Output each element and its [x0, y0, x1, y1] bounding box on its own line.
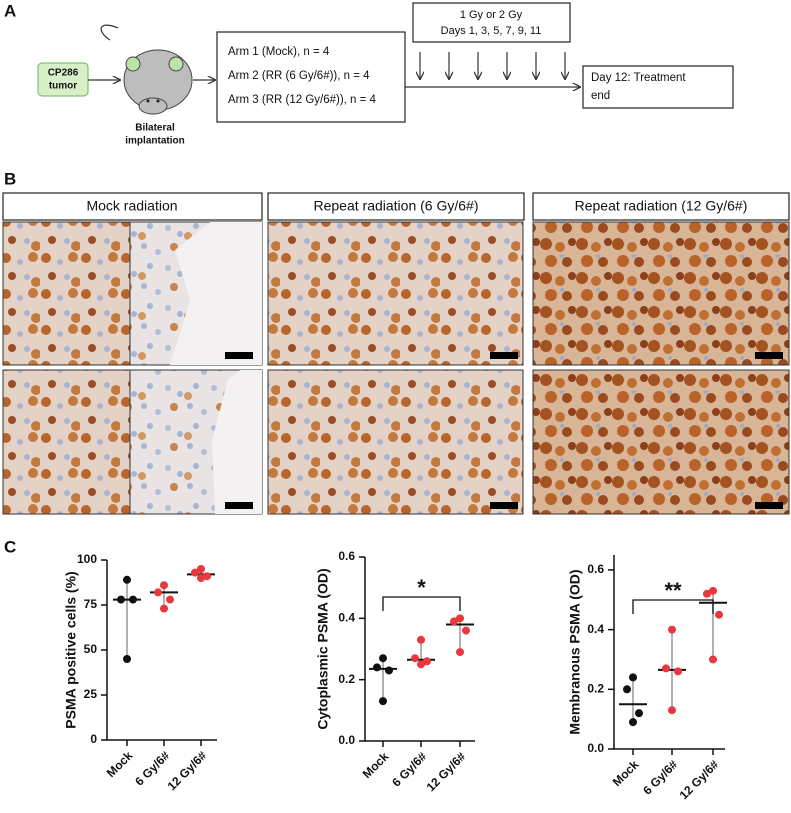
y-tick-label: 0.2 [587, 681, 604, 695]
data-point [635, 709, 643, 718]
dose-label: 1 Gy or 2 Gy [460, 9, 523, 21]
dose-box [412, 2, 571, 43]
panel-label: C [4, 537, 16, 556]
data-point [166, 595, 174, 604]
header-box [532, 192, 790, 221]
data-point [623, 685, 631, 694]
y-tick-label: 100 [77, 552, 97, 566]
data-point [715, 610, 723, 619]
data-point [668, 625, 676, 634]
y-tick-label: 0.0 [587, 741, 604, 755]
data-point [203, 572, 211, 581]
data-point [709, 655, 717, 664]
data-point [450, 617, 458, 626]
data-point [373, 663, 381, 672]
data-point [703, 589, 711, 598]
y-tick-label: 0.6 [338, 549, 355, 563]
x-tick-label: 12 Gy/6# [677, 757, 722, 802]
significance-label: ** [664, 578, 682, 603]
data-point [197, 574, 205, 582]
data-point [117, 595, 125, 604]
end-box [582, 65, 734, 109]
y-tick-label: 0.0 [338, 733, 355, 747]
data-point [709, 586, 717, 595]
data-point [417, 660, 425, 669]
data-point [462, 626, 470, 635]
implant-label: implantation [125, 136, 184, 147]
significance-label: * [417, 575, 426, 600]
mouse [100, 24, 193, 115]
data-point [123, 575, 131, 584]
data-point [191, 568, 199, 577]
y-tick-label: 25 [84, 687, 98, 701]
end-label: end [591, 90, 610, 102]
data-point [668, 706, 676, 715]
x-tick-label: 12 Gy/6# [165, 748, 210, 793]
dose-arrows [420, 52, 565, 79]
implant-label: Bilateral [135, 123, 175, 134]
data-point [417, 635, 425, 644]
y-tick-label: 0.6 [587, 562, 604, 576]
data-point [160, 604, 168, 613]
y-tick-label: 0 [90, 732, 97, 746]
data-point [456, 648, 464, 657]
y-axis-label: PSMA positive cells (%) [63, 571, 79, 728]
arm-label: Arm 2 (RR (6 Gy/6#)), n = 4 [228, 70, 370, 82]
data-point [662, 664, 670, 673]
x-tick-label: Mock [610, 757, 642, 789]
x-tick-label: Mock [104, 748, 136, 780]
data-point [129, 595, 137, 604]
end-label: Day 12: Treatment [591, 72, 686, 84]
y-axis-label: Cytoplasmic PSMA (OD) [315, 568, 331, 729]
data-point [154, 588, 162, 597]
significance-bracket [382, 596, 461, 611]
data-point [385, 666, 393, 675]
panel-label: B [4, 169, 16, 188]
data-point [379, 654, 387, 663]
panel-label: A [4, 1, 16, 20]
data-point [629, 718, 637, 727]
micrographs [2, 221, 790, 515]
significance-bracket [632, 599, 714, 614]
data-point [123, 655, 131, 663]
x-tick-label: 12 Gy/6# [424, 749, 469, 794]
data-point [411, 654, 419, 663]
data-point [423, 657, 431, 666]
tumor-label: CP286 [48, 68, 79, 79]
y-tick-label: 0.4 [587, 622, 604, 636]
header: Mock radiation [86, 198, 177, 214]
data-point [674, 667, 682, 676]
header-box [2, 192, 263, 221]
header: Repeat radiation (12 Gy/6#) [575, 198, 748, 214]
dose-label: Days 1, 3, 5, 7, 9, 11 [441, 25, 542, 37]
y-axis-label: Membranous PSMA (OD) [567, 569, 583, 734]
data-point [456, 614, 464, 623]
y-tick-label: 0.2 [338, 672, 355, 686]
header: Repeat radiation (6 Gy/6#) [314, 198, 479, 214]
x-tick-label: 6 Gy/6# [640, 757, 680, 797]
y-tick-label: 0.4 [338, 611, 355, 625]
tumor-label: tumor [49, 81, 77, 92]
arm-label: Arm 1 (Mock), n = 4 [228, 46, 330, 58]
data-point [379, 697, 387, 706]
data-point [629, 673, 637, 682]
data-point [197, 565, 205, 573]
arm-label: Arm 3 (RR (12 Gy/6#)), n = 4 [228, 94, 377, 106]
x-tick-label: Mock [360, 749, 392, 781]
arms-box [216, 31, 406, 123]
y-tick-label: 75 [84, 597, 98, 611]
data-point [160, 581, 168, 590]
y-tick-label: 50 [84, 642, 98, 656]
header-box [267, 192, 525, 221]
